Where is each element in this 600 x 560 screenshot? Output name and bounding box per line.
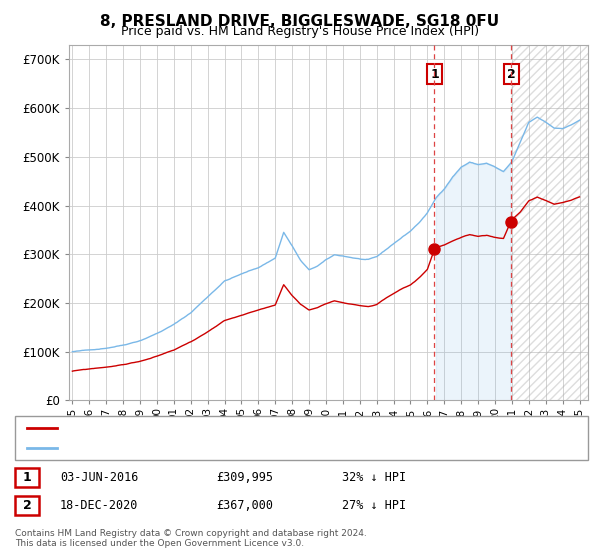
Text: 27% ↓ HPI: 27% ↓ HPI xyxy=(342,498,406,512)
Text: 8, PRESLAND DRIVE, BIGGLESWADE, SG18 0FU (detached house): 8, PRESLAND DRIVE, BIGGLESWADE, SG18 0FU… xyxy=(63,423,427,433)
Bar xyxy=(511,45,588,400)
Text: HPI: Average price, detached house, Central Bedfordshire: HPI: Average price, detached house, Cent… xyxy=(63,443,385,453)
Text: 8, PRESLAND DRIVE, BIGGLESWADE, SG18 0FU: 8, PRESLAND DRIVE, BIGGLESWADE, SG18 0FU xyxy=(100,14,500,29)
Text: 1: 1 xyxy=(430,68,439,81)
Text: Price paid vs. HM Land Registry's House Price Index (HPI): Price paid vs. HM Land Registry's House … xyxy=(121,25,479,38)
Text: £367,000: £367,000 xyxy=(216,498,273,512)
Text: £309,995: £309,995 xyxy=(216,470,273,484)
Text: Contains HM Land Registry data © Crown copyright and database right 2024.
This d: Contains HM Land Registry data © Crown c… xyxy=(15,529,367,548)
Text: 1: 1 xyxy=(23,470,31,484)
Text: 2: 2 xyxy=(23,498,31,512)
Text: 2: 2 xyxy=(507,68,515,81)
Text: 32% ↓ HPI: 32% ↓ HPI xyxy=(342,470,406,484)
Text: 03-JUN-2016: 03-JUN-2016 xyxy=(60,470,139,484)
Text: 18-DEC-2020: 18-DEC-2020 xyxy=(60,498,139,512)
